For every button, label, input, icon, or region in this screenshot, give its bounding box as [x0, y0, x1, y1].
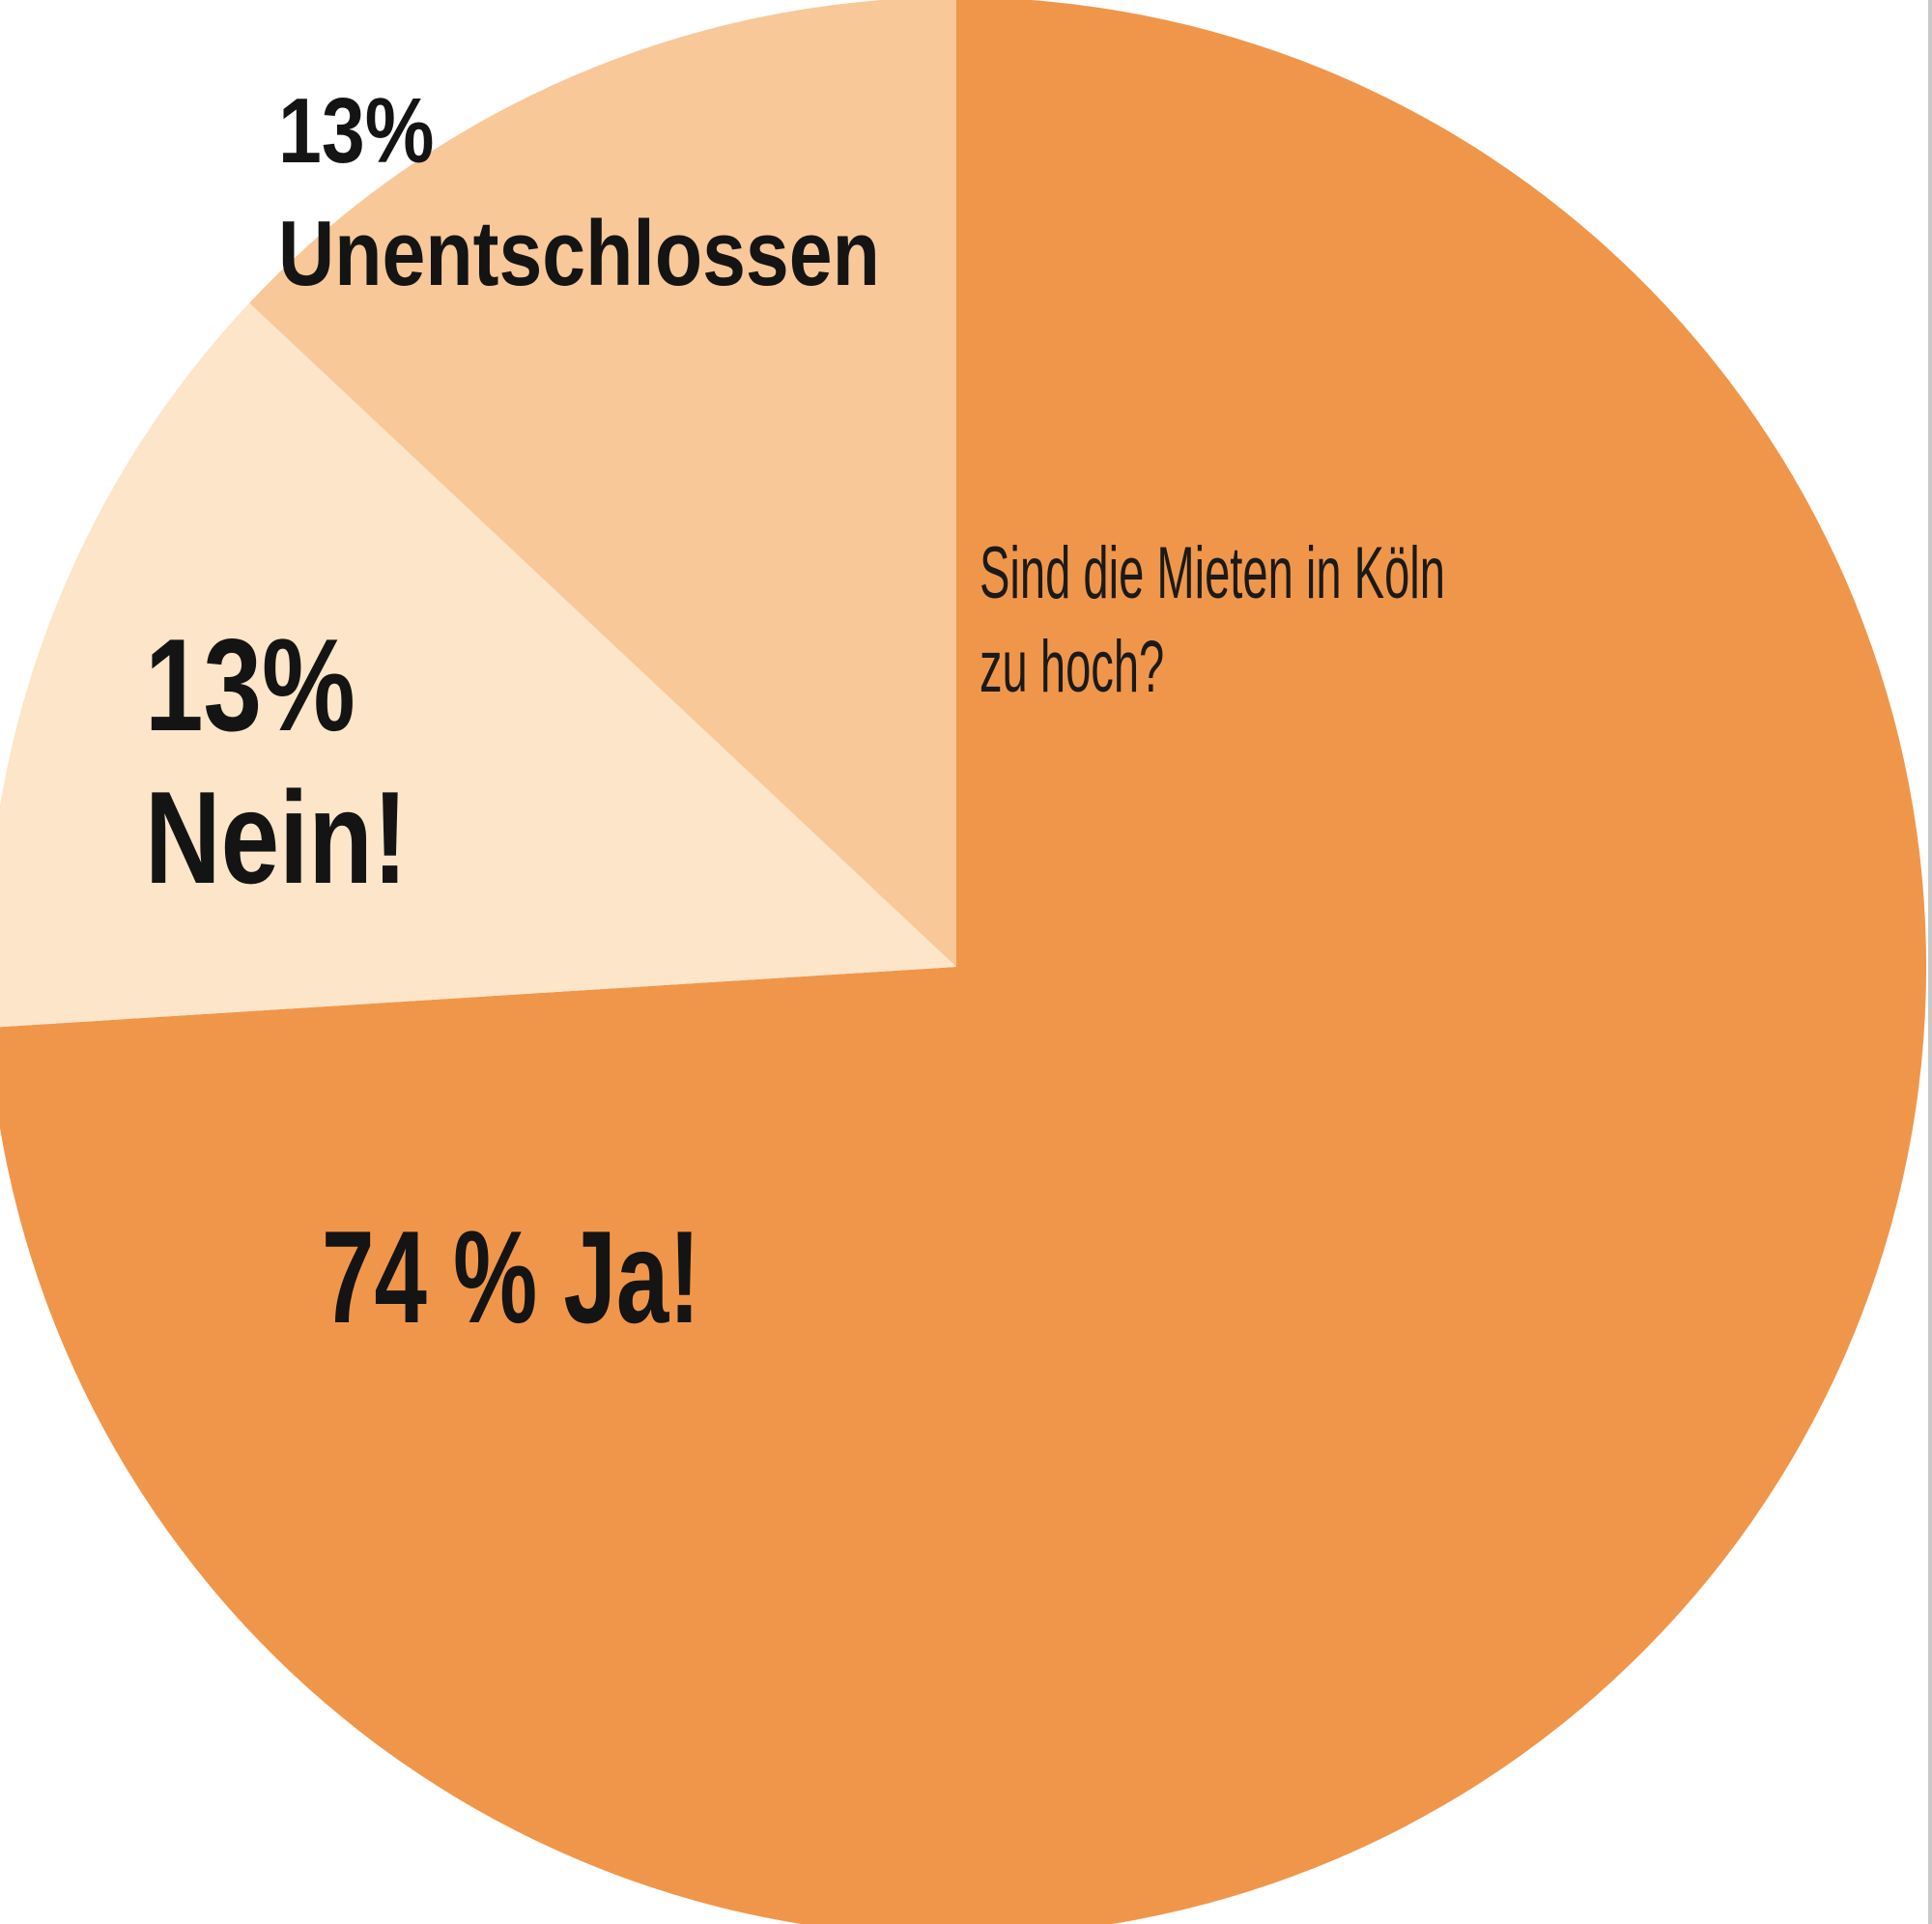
label-yes: 74 % Ja! [322, 1209, 700, 1344]
label-undecided-percent: 13% [278, 79, 435, 183]
label-undecided: 13% Unentschlossen [278, 70, 880, 315]
label-undecided-text: Unentschlossen [278, 202, 880, 305]
pie-slice-unentschlossen [249, 0, 956, 967]
label-no: 13% Nein! [145, 608, 408, 914]
label-no-text: Nein! [145, 764, 408, 911]
label-no-percent: 13% [145, 611, 355, 758]
chart-question-line1: Sind die Mieten in Köln [980, 532, 1445, 614]
chart-question: Sind die Mieten in Köln zu hoch? [980, 526, 1445, 714]
right-edge-line [1928, 0, 1932, 1924]
label-yes-text: 74 % Ja! [322, 1203, 700, 1350]
pie-slice-nein [0, 302, 956, 1028]
chart-question-line2: zu hoch? [980, 626, 1165, 708]
